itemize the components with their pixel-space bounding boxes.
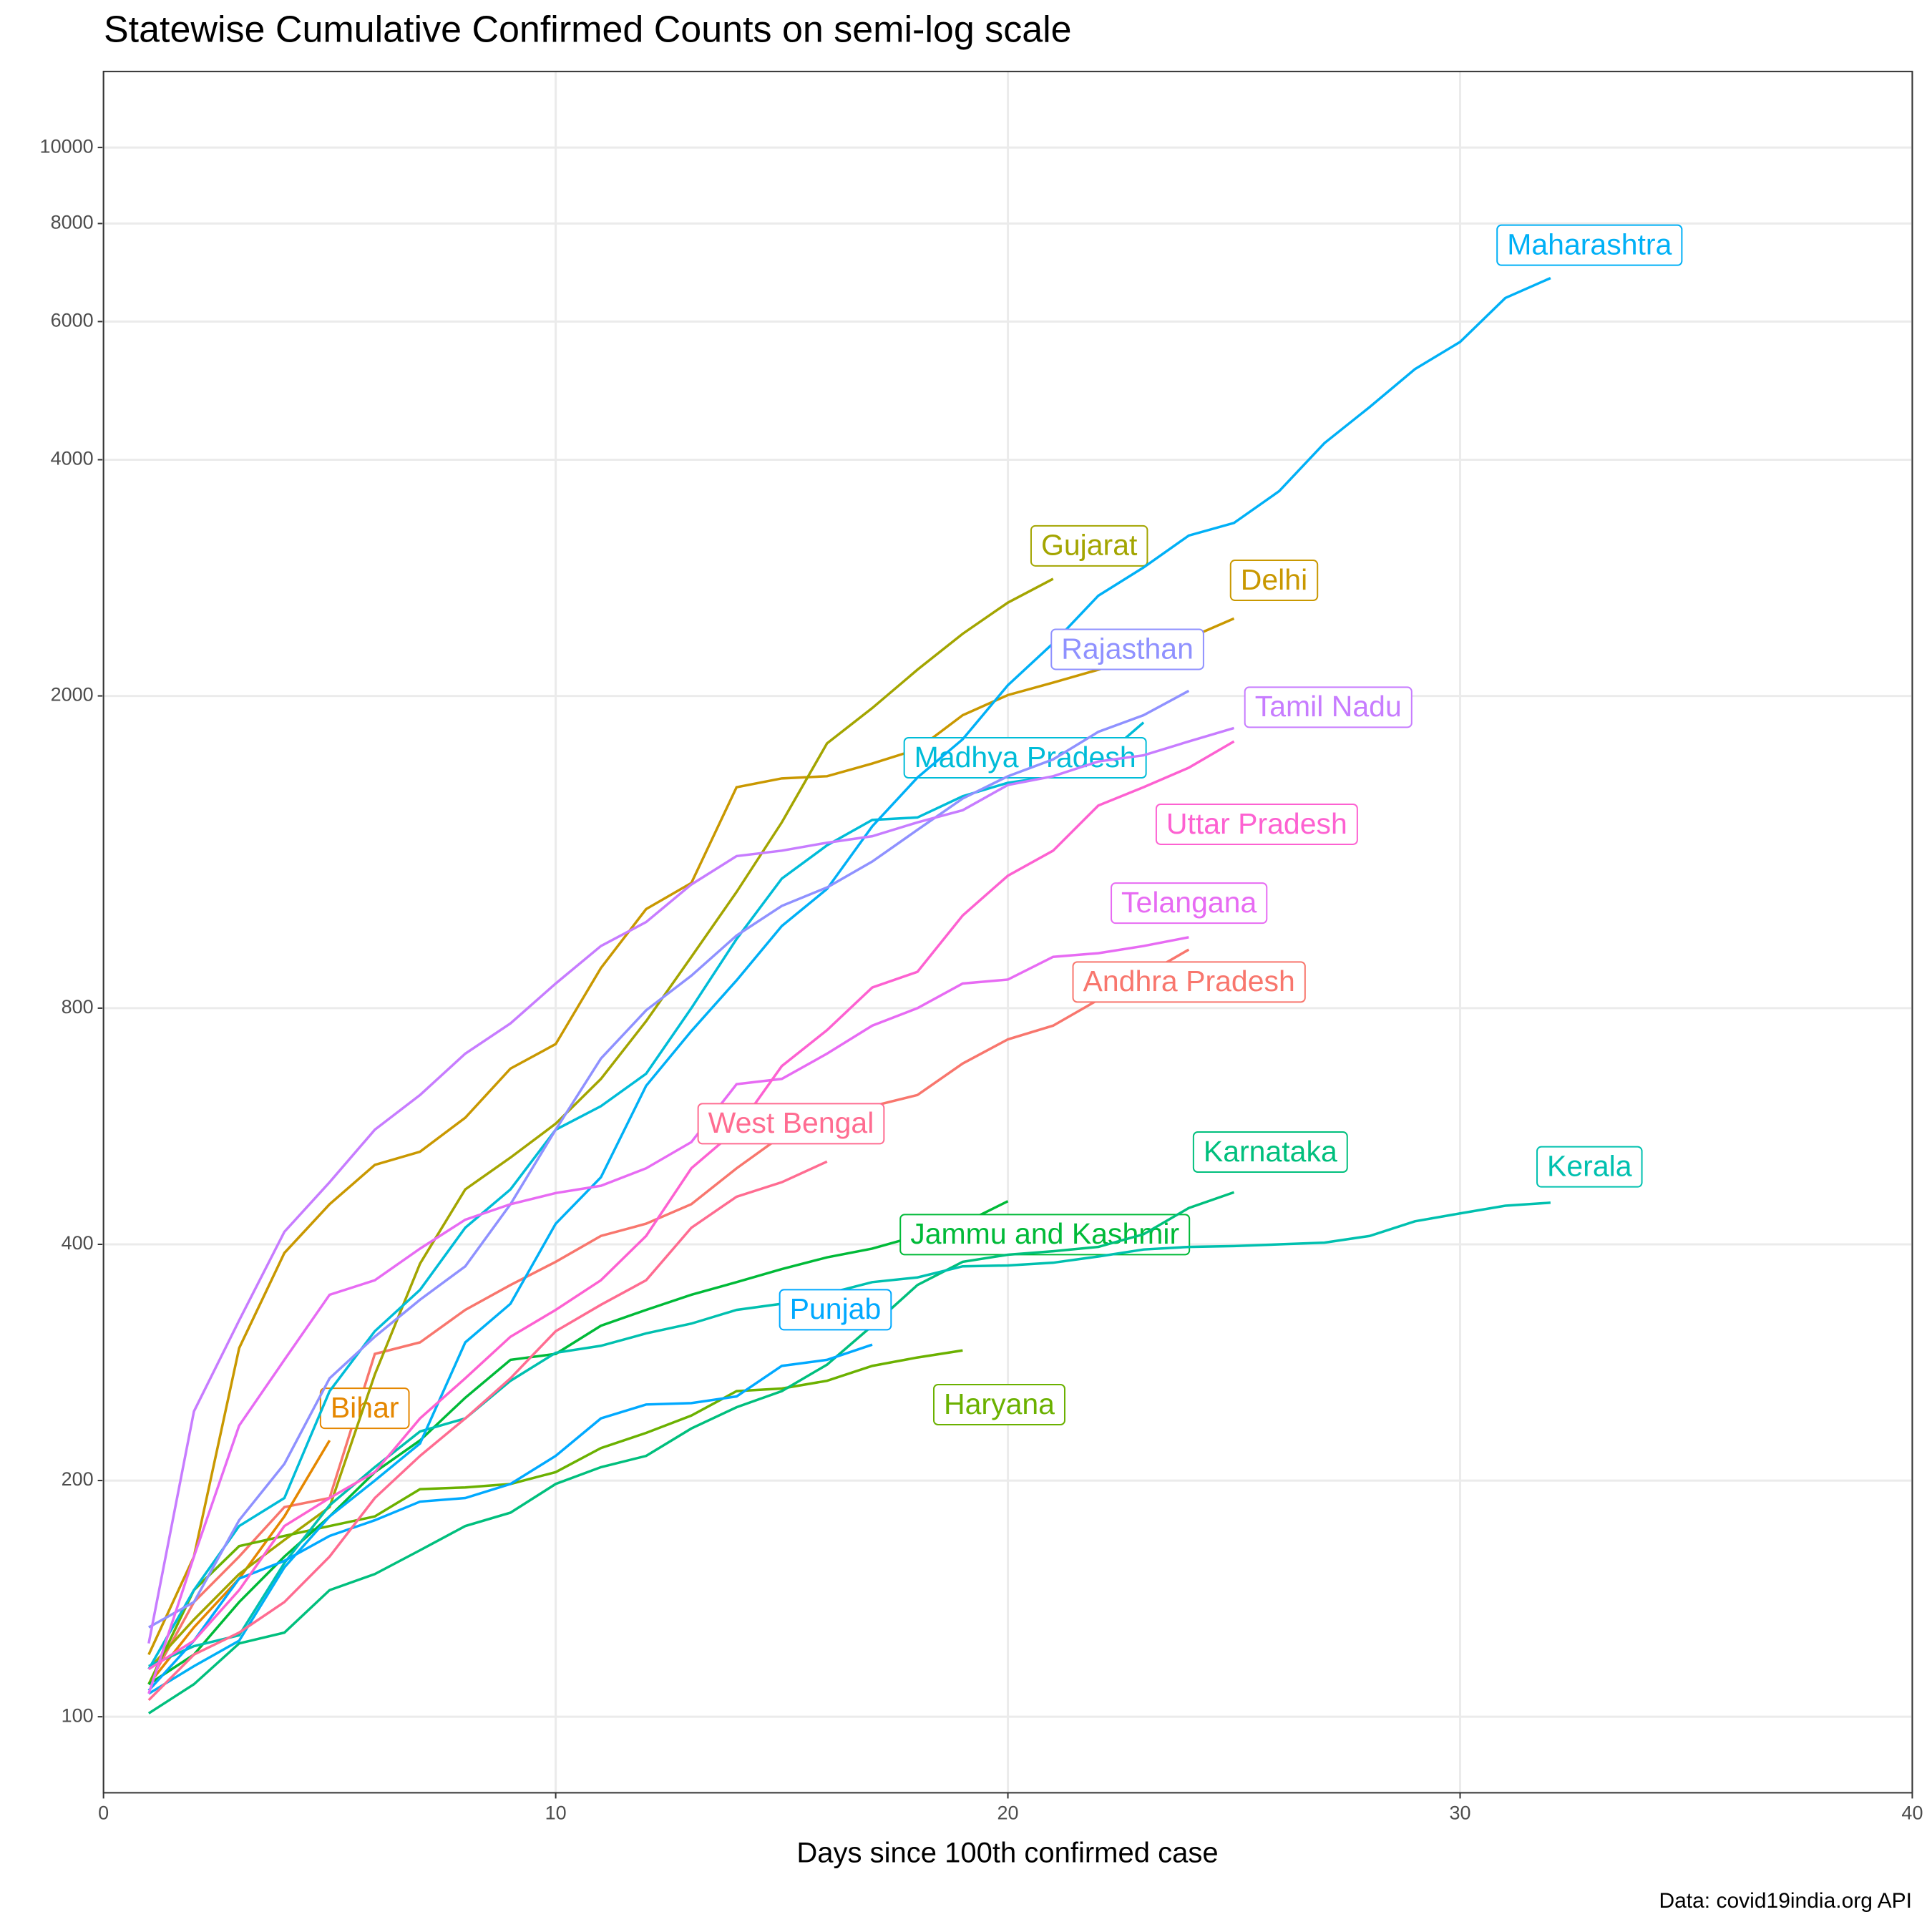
series-line [147, 1200, 1009, 1686]
legend-label: Gujarat [1041, 529, 1138, 562]
y-tick-label: 200 [62, 1468, 94, 1490]
y-tick-label: 800 [62, 996, 94, 1018]
label-box [1050, 628, 1204, 670]
series-label: Andhra Pradesh [1072, 961, 1306, 1003]
label-box [1192, 1131, 1348, 1174]
series-label: West Bengal [697, 1103, 885, 1145]
legend-label: Haryana [944, 1387, 1055, 1420]
series-label: Karnataka [1192, 1131, 1348, 1174]
y-tick-label: 400 [62, 1232, 94, 1254]
y-tick-label: 4000 [51, 448, 94, 469]
label-box [933, 1384, 1065, 1426]
series-line [147, 740, 1235, 1671]
plot-border [102, 70, 1913, 1794]
series-line [148, 1201, 1551, 1668]
series-line [147, 726, 1235, 1644]
series-line [147, 721, 1145, 1670]
label-box [1111, 882, 1268, 924]
series-line [147, 277, 1551, 1695]
series-label: Uttar Pradesh [1155, 803, 1358, 845]
x-tick-label: 30 [1449, 1802, 1470, 1824]
series-line [147, 1343, 873, 1692]
series-line [147, 1160, 828, 1702]
y-tick-label: 2000 [51, 684, 94, 706]
label-box [899, 1214, 1191, 1256]
series-label: Delhi [1229, 560, 1319, 602]
series-label: Madhya Pradesh [903, 736, 1147, 779]
legend-label: Jammu and Kashmir [910, 1217, 1179, 1250]
label-box [319, 1387, 410, 1430]
series-line [147, 1191, 1235, 1714]
caption: Data: covid19india.org API [1659, 1889, 1912, 1913]
label-box [1155, 803, 1358, 845]
series-line [147, 948, 1190, 1685]
y-tick-label: 10000 [40, 135, 94, 157]
series-line [147, 689, 1190, 1629]
legend-label: Karnataka [1204, 1135, 1337, 1168]
label-box [903, 736, 1147, 779]
series-line [147, 577, 1054, 1670]
series-label: Maharashtra [1496, 224, 1683, 266]
legend-label: Punjab [790, 1292, 882, 1325]
series-line [147, 1440, 331, 1685]
legend-label: Uttar Pradesh [1166, 807, 1347, 840]
label-box [1536, 1146, 1643, 1188]
label-box [1244, 686, 1413, 728]
label-box [697, 1103, 885, 1145]
legend-label: West Bengal [708, 1106, 874, 1139]
series-line [147, 617, 1235, 1656]
legend-label: Rajasthan [1061, 632, 1194, 665]
series-label: Jammu and Kashmir [899, 1214, 1191, 1256]
series-line [147, 936, 1189, 1694]
legend-label: Telangana [1121, 886, 1257, 919]
y-tick-label: 100 [62, 1704, 94, 1726]
label-box [1072, 961, 1306, 1003]
y-tick-label: 8000 [51, 212, 94, 233]
series-label: Punjab [779, 1289, 892, 1331]
label-box [1496, 224, 1683, 266]
legend-label: Kerala [1547, 1150, 1632, 1183]
legend-label: Madhya Pradesh [914, 741, 1136, 774]
x-tick-label: 20 [997, 1802, 1019, 1824]
label-box [1229, 560, 1319, 602]
chart-title: Statewise Cumulative Confirmed Counts on… [104, 9, 1072, 51]
x-tick-label: 40 [1901, 1802, 1923, 1824]
legend-label: Delhi [1241, 563, 1307, 596]
x-tick-label: 0 [98, 1802, 109, 1824]
x-axis-title: Days since 100th confirmed case [796, 1838, 1218, 1869]
series-label: Tamil Nadu [1244, 686, 1413, 728]
legend-label: Andhra Pradesh [1083, 965, 1295, 997]
series-label: Rajasthan [1050, 628, 1204, 670]
label-box [779, 1289, 892, 1331]
series-label: Kerala [1536, 1146, 1643, 1188]
series-label: Gujarat [1030, 525, 1148, 567]
legend-label: Tamil Nadu [1255, 690, 1402, 723]
y-tick-label: 6000 [51, 310, 94, 331]
legend-label: Maharashtra [1507, 228, 1672, 260]
series-label: Telangana [1111, 882, 1268, 924]
series-line [147, 1349, 963, 1685]
series-label: Haryana [933, 1384, 1065, 1426]
series-label: Bihar [319, 1387, 410, 1430]
x-tick-label: 10 [545, 1802, 567, 1824]
label-box [1030, 525, 1148, 567]
